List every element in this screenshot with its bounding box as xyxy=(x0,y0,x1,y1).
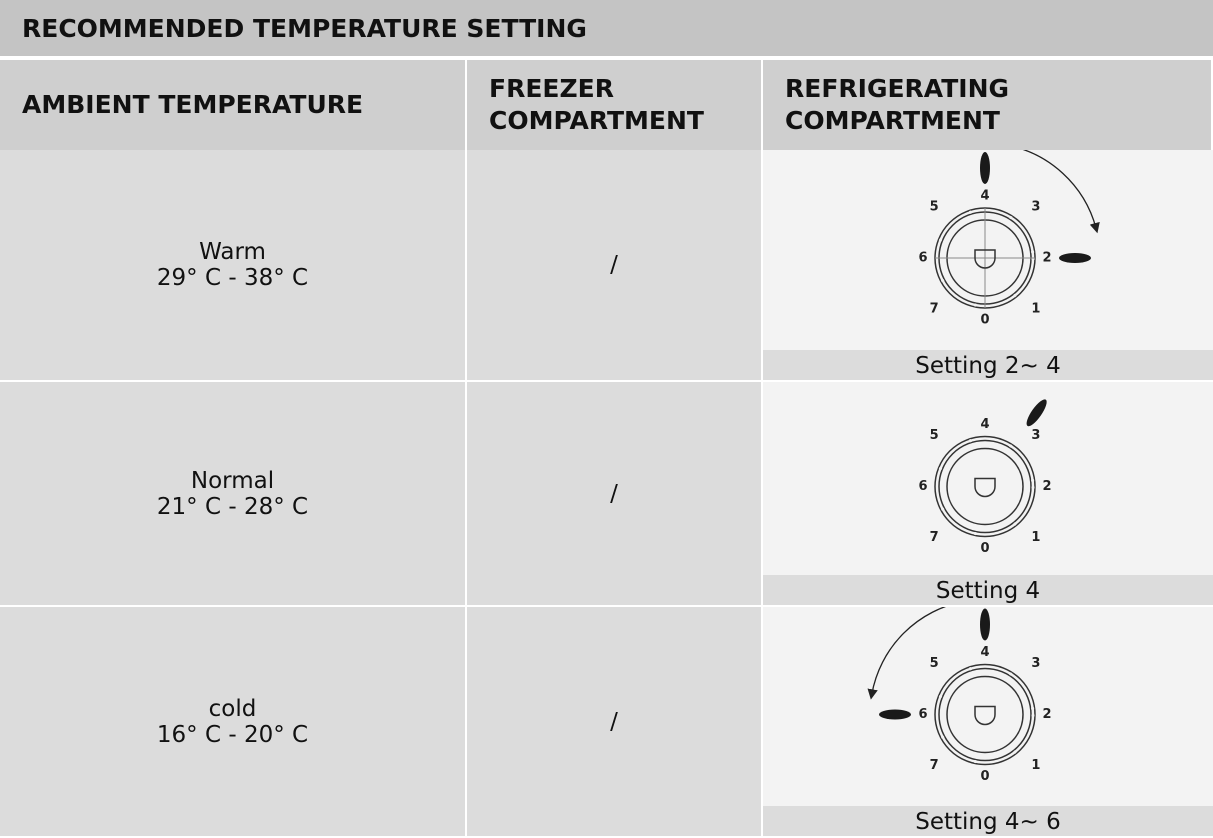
dial-label: 7 xyxy=(930,301,939,316)
dial-label: 6 xyxy=(918,707,927,722)
refrigerator-cell: 0 1 2 3 4 5 6 7 Setting 4 xyxy=(763,382,1213,607)
dial-label: 2 xyxy=(1042,707,1051,722)
dial-label: 3 xyxy=(1031,428,1040,443)
dial: 0 1 2 3 4 5 6 7 xyxy=(918,150,1100,328)
dial-label: 2 xyxy=(1042,479,1051,494)
dial-knob xyxy=(879,709,911,720)
dial-label: 1 xyxy=(1031,301,1040,316)
freezer-setting: / xyxy=(610,480,618,507)
dial-arrow xyxy=(998,150,1100,234)
dial-label: 1 xyxy=(1031,758,1040,773)
dial-label: 1 xyxy=(1031,530,1040,545)
dial-shape xyxy=(934,435,1036,538)
dial-knob xyxy=(980,608,990,641)
column-header: AMBIENT TEMPERATURE xyxy=(0,60,467,150)
dial-arrow xyxy=(867,607,972,700)
dial-shape xyxy=(934,663,1036,766)
ambient-cell: cold 16° C - 20° C xyxy=(0,607,467,838)
freezer-cell: / xyxy=(467,382,763,607)
dial-label: 2 xyxy=(1042,251,1051,266)
dial: 0 1 2 3 4 5 6 7 xyxy=(867,607,1052,784)
condition: cold xyxy=(208,695,257,722)
dial-knob xyxy=(1026,399,1047,427)
dial-shape xyxy=(974,249,996,269)
dial-label: 0 xyxy=(980,769,989,784)
dial-label: 6 xyxy=(918,251,927,266)
setting-caption: Setting 2~ 4 xyxy=(763,350,1213,380)
dial-knob xyxy=(1059,253,1091,263)
dial-shape xyxy=(974,705,996,726)
refrigerator-cell: 0 1 2 3 4 5 6 7 Setting 4~ 6 xyxy=(763,607,1213,838)
dial-label: 5 xyxy=(930,428,939,443)
setting-caption: Setting 4~ 6 xyxy=(763,806,1213,836)
dial-label: 7 xyxy=(930,530,939,545)
dial-shape xyxy=(946,447,1024,526)
condition: Warm xyxy=(199,239,266,265)
column-header: FREEZER COMPARTMENT xyxy=(467,60,763,150)
freezer-setting: / xyxy=(610,708,618,735)
dial-label: 3 xyxy=(1031,656,1040,671)
setting-caption: Setting 4 xyxy=(763,575,1213,605)
refrigerator-cell: 0 1 2 3 4 5 6 7 Setting 2~ 4 xyxy=(763,150,1213,382)
dial: 0 1 2 3 4 5 6 7 xyxy=(918,399,1052,556)
dial-shape xyxy=(938,439,1032,534)
ambient-cell: Normal 21° C - 28° C xyxy=(0,382,467,607)
dial-label: 4 xyxy=(980,189,989,204)
dial-label: 6 xyxy=(918,479,927,494)
dial-shape xyxy=(935,437,1035,536)
dial-label: 3 xyxy=(1031,200,1040,215)
dial-label: 0 xyxy=(980,313,989,328)
temperature-range: 29° C - 38° C xyxy=(156,265,309,291)
dial-label: 0 xyxy=(980,541,989,556)
dial-shape xyxy=(974,477,996,498)
dial-label: 4 xyxy=(980,645,989,660)
dial-shape xyxy=(935,665,1035,764)
dial-label: 5 xyxy=(930,656,939,671)
column-header: REFRIGERATING COMPARTMENT xyxy=(763,60,1213,150)
dial-shape xyxy=(946,675,1024,754)
dial-shape xyxy=(938,667,1032,762)
temperature-range: 16° C - 20° C xyxy=(156,721,309,748)
temperature-range: 21° C - 28° C xyxy=(156,493,309,520)
table-title: RECOMMENDED TEMPERATURE SETTING xyxy=(0,0,1213,58)
freezer-cell: / xyxy=(467,150,763,382)
freezer-setting: / xyxy=(610,252,618,278)
freezer-cell: / xyxy=(467,607,763,838)
condition: Normal xyxy=(190,467,275,494)
dial-knob xyxy=(980,152,990,184)
dial-label: 7 xyxy=(930,758,939,773)
ambient-cell: Warm 29° C - 38° C xyxy=(0,150,467,382)
dial-label: 5 xyxy=(930,200,939,215)
dial-label: 4 xyxy=(980,417,989,432)
